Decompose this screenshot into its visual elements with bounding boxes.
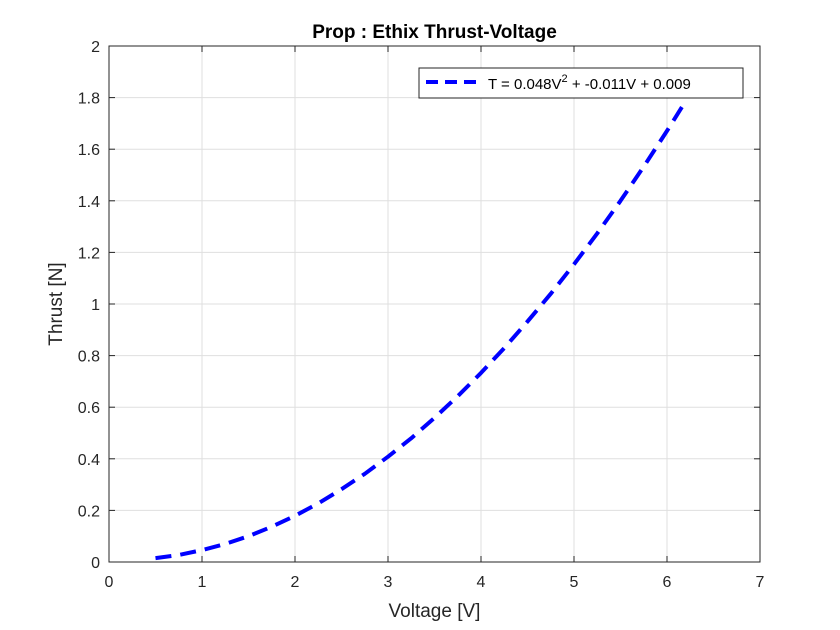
legend: T = 0.048V2 + -0.011V + 0.009 (418, 67, 744, 99)
x-tick-label: 2 (291, 574, 300, 591)
legend-label-superscript: 2 (562, 73, 568, 85)
series-layer (155, 100, 688, 561)
y-tick-label: 0.8 (78, 349, 100, 366)
x-tick-label: 3 (384, 574, 393, 591)
chart-title: Prop : Ethix Thrust-Voltage (312, 22, 557, 43)
x-tick-label: 5 (570, 574, 579, 591)
y-tick-label: 1 (91, 297, 100, 314)
y-tick-label: 1.4 (78, 194, 100, 211)
series-line-thrust-fit (155, 100, 688, 561)
legend-entry-label: T = 0.048V2 + -0.011V + 0.009 (488, 73, 691, 93)
x-tick-label: 6 (663, 574, 672, 591)
y-tick-label: 0.6 (78, 400, 100, 417)
y-axis-title: Thrust [N] (46, 262, 67, 345)
x-tick-label: 4 (477, 574, 486, 591)
y-tick-label: 0.2 (78, 503, 100, 520)
legend-label-prefix: T = 0.048V (488, 76, 562, 93)
y-tick-label: 0.4 (78, 452, 100, 469)
x-axis-title: Voltage [V] (389, 601, 481, 622)
y-tick-label: 0 (91, 555, 100, 572)
y-tick-label: 1.8 (78, 91, 100, 108)
x-tick-label: 1 (198, 574, 207, 591)
y-tick-label: 1.6 (78, 142, 100, 159)
x-tick-label: 0 (105, 574, 114, 591)
legend-label-suffix: + -0.011V + 0.009 (568, 76, 691, 93)
y-tick-label: 2 (91, 39, 100, 56)
y-tick-label: 1.2 (78, 245, 100, 262)
ticks: 0 1 2 3 4 5 6 7 0 0.2 0.4 0.6 0.8 1 1.2 1.4 1.6 1.8 2 (78, 39, 765, 591)
x-tick-label: 7 (756, 574, 765, 591)
